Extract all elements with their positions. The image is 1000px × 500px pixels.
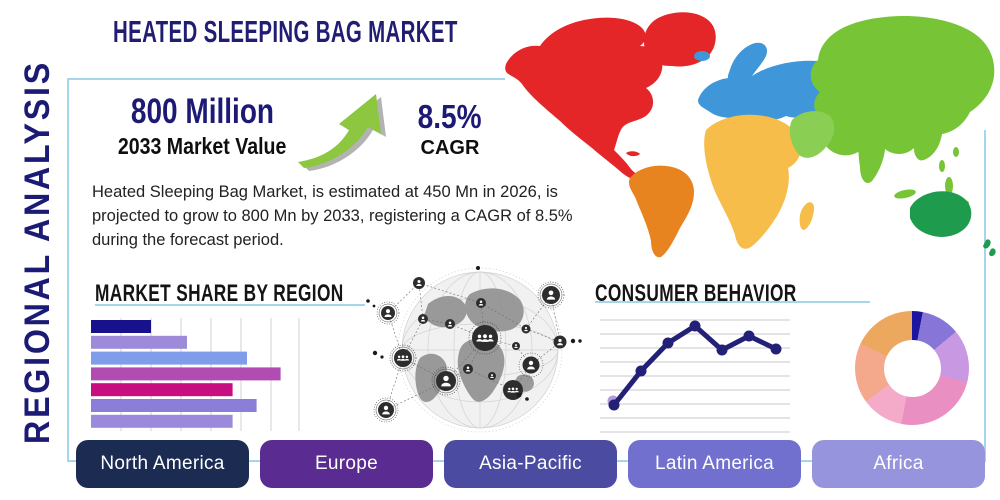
market-description: Heated Sleeping Bag Market, is estimated… — [92, 183, 573, 249]
donut-chart — [855, 311, 969, 425]
map-new-zealand — [983, 239, 996, 257]
bar-region-4 — [91, 367, 281, 381]
bar-region-1 — [91, 320, 151, 333]
line-point-2 — [635, 365, 647, 377]
line-point-6 — [743, 330, 755, 342]
region-button-europe[interactable]: Europe — [260, 440, 433, 488]
region-button-asia-pacific[interactable]: Asia-Pacific — [444, 440, 617, 488]
map-australia — [910, 191, 972, 237]
market-value-caption: 2033 Market Value — [118, 132, 287, 159]
line-point-7 — [770, 343, 782, 355]
market-share-bar-chart — [91, 318, 300, 431]
market-value-block: 800 Million 2033 Market Value — [85, 92, 320, 160]
page-title: HEATED SLEEPING BAG MARKET — [113, 14, 458, 49]
cagr-value: 8.5% — [418, 98, 482, 135]
bar-region-3 — [91, 351, 247, 365]
globe-network-graphic — [366, 266, 582, 433]
consumer-behavior-divider — [595, 301, 870, 303]
region-buttons: North America Europe Asia-Pacific Latin Ame… — [76, 440, 985, 488]
map-cuba — [626, 151, 640, 157]
donut-chart-hole — [883, 339, 941, 397]
map-united-kingdom — [727, 67, 743, 86]
network-links — [385, 282, 561, 411]
market-share-heading: MARKET SHARE BY REGION — [95, 280, 344, 307]
decorative-dots — [366, 266, 582, 401]
network-nodes — [366, 266, 582, 423]
consumer-behavior-line-chart — [600, 319, 790, 433]
bar-region-5 — [91, 383, 233, 397]
panel-border-left — [67, 78, 69, 462]
panel-border-top — [67, 78, 505, 80]
map-madagascar — [799, 202, 815, 230]
market-share-divider — [95, 304, 365, 306]
map-south-america — [628, 165, 694, 258]
region-button-africa[interactable]: Africa — [812, 440, 985, 488]
line-point-3 — [662, 337, 674, 349]
panel-border-right — [984, 130, 986, 461]
vertical-axis-title: REGIONAL ANALYSIS — [18, 60, 57, 444]
consumer-behavior-heading: CONSUMER BEHAVIOR — [595, 280, 797, 307]
bar-region-7 — [91, 414, 233, 428]
market-value: 800 Million — [130, 92, 275, 131]
map-asia — [810, 16, 995, 161]
region-button-latin-america[interactable]: Latin America — [628, 440, 801, 488]
region-button-north-america[interactable]: North America — [76, 440, 249, 488]
map-europe — [698, 42, 853, 121]
line-point-5 — [716, 344, 728, 356]
map-africa — [704, 114, 801, 249]
cagr-caption: CAGR — [420, 137, 480, 159]
bar-region-2 — [91, 335, 187, 349]
map-japan — [969, 84, 984, 104]
bar-region-6 — [91, 399, 257, 412]
map-iceland — [694, 51, 710, 61]
cagr-block: 8.5% CAGR — [396, 100, 504, 160]
map-india — [858, 126, 886, 184]
growth-arrow-icon — [298, 94, 386, 171]
line-point-1 — [608, 399, 620, 411]
map-middle-east — [789, 111, 835, 158]
map-north-america — [505, 17, 663, 180]
globe-continents — [415, 288, 534, 402]
world-map — [505, 12, 996, 258]
line-point-4 — [689, 320, 701, 332]
